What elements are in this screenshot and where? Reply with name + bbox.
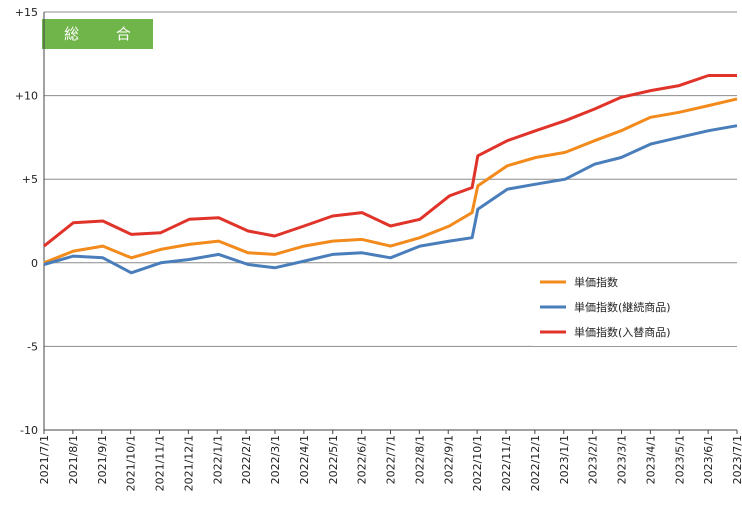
legend-label-2: 単価指数(継続商品) — [574, 300, 671, 314]
x-tick-label: 2023/2/1 — [587, 435, 600, 484]
y-axis-ticks: +15 +10 +5 0 -5 -10 — [15, 6, 38, 437]
x-tick-label: 2021/7/1 — [38, 435, 51, 484]
x-tick-label: 2021/11/1 — [154, 435, 167, 491]
series-line-1 — [43, 97, 738, 265]
x-tick-label: 2022/5/1 — [327, 435, 340, 484]
x-tick-label: 2023/3/1 — [616, 435, 629, 484]
y-tick-label: +10 — [15, 90, 38, 103]
x-tick-label: 2022/9/1 — [442, 435, 455, 484]
x-tick-label: 2022/2/1 — [240, 435, 253, 484]
x-tick-label: 2023/5/1 — [673, 435, 686, 484]
x-tick-label: 2022/4/1 — [298, 435, 311, 484]
legend-label-3: 単価指数(入替商品) — [574, 325, 671, 339]
x-tick-label: 2021/10/1 — [125, 435, 138, 491]
x-tick-label: 2021/8/1 — [67, 435, 80, 484]
x-tick-label: 2022/10/1 — [471, 435, 484, 491]
grid-lines — [43, 11, 737, 431]
chart-title-badge: 総 合 — [42, 19, 153, 49]
legend-box — [532, 266, 737, 346]
x-tick-label: 2021/9/1 — [96, 435, 109, 484]
y-tick-label: 0 — [31, 257, 38, 270]
series-lines — [43, 74, 738, 275]
x-tick-label: 2022/8/1 — [413, 435, 426, 484]
x-tick-label: 2023/7/1 — [731, 435, 742, 484]
x-tick-label: 2021/12/1 — [182, 435, 195, 491]
x-tick-label: 2022/12/1 — [529, 435, 542, 491]
legend-label-1: 単価指数 — [574, 275, 618, 289]
x-axis-ticks: 2021/7/1 2021/8/1 2021/9/1 2021/10/1 2021/11… — [38, 430, 742, 491]
y-tick-label: -10 — [20, 424, 38, 437]
x-tick-label: 2023/6/1 — [702, 435, 715, 484]
y-tick-label: +5 — [22, 173, 38, 186]
series-line-2 — [43, 124, 738, 275]
x-tick-label: 2023/1/1 — [558, 435, 571, 484]
series-line-3 — [43, 74, 737, 248]
x-tick-label: 2022/1/1 — [211, 435, 224, 484]
x-tick-label: 2022/7/1 — [385, 435, 398, 484]
x-tick-label: 2023/4/1 — [644, 435, 657, 484]
y-tick-label: +15 — [15, 6, 38, 19]
x-tick-label: 2022/3/1 — [269, 435, 282, 484]
x-tick-label: 2022/11/1 — [500, 435, 513, 491]
x-tick-label: 2022/6/1 — [356, 435, 369, 484]
y-tick-label: -5 — [27, 340, 38, 353]
